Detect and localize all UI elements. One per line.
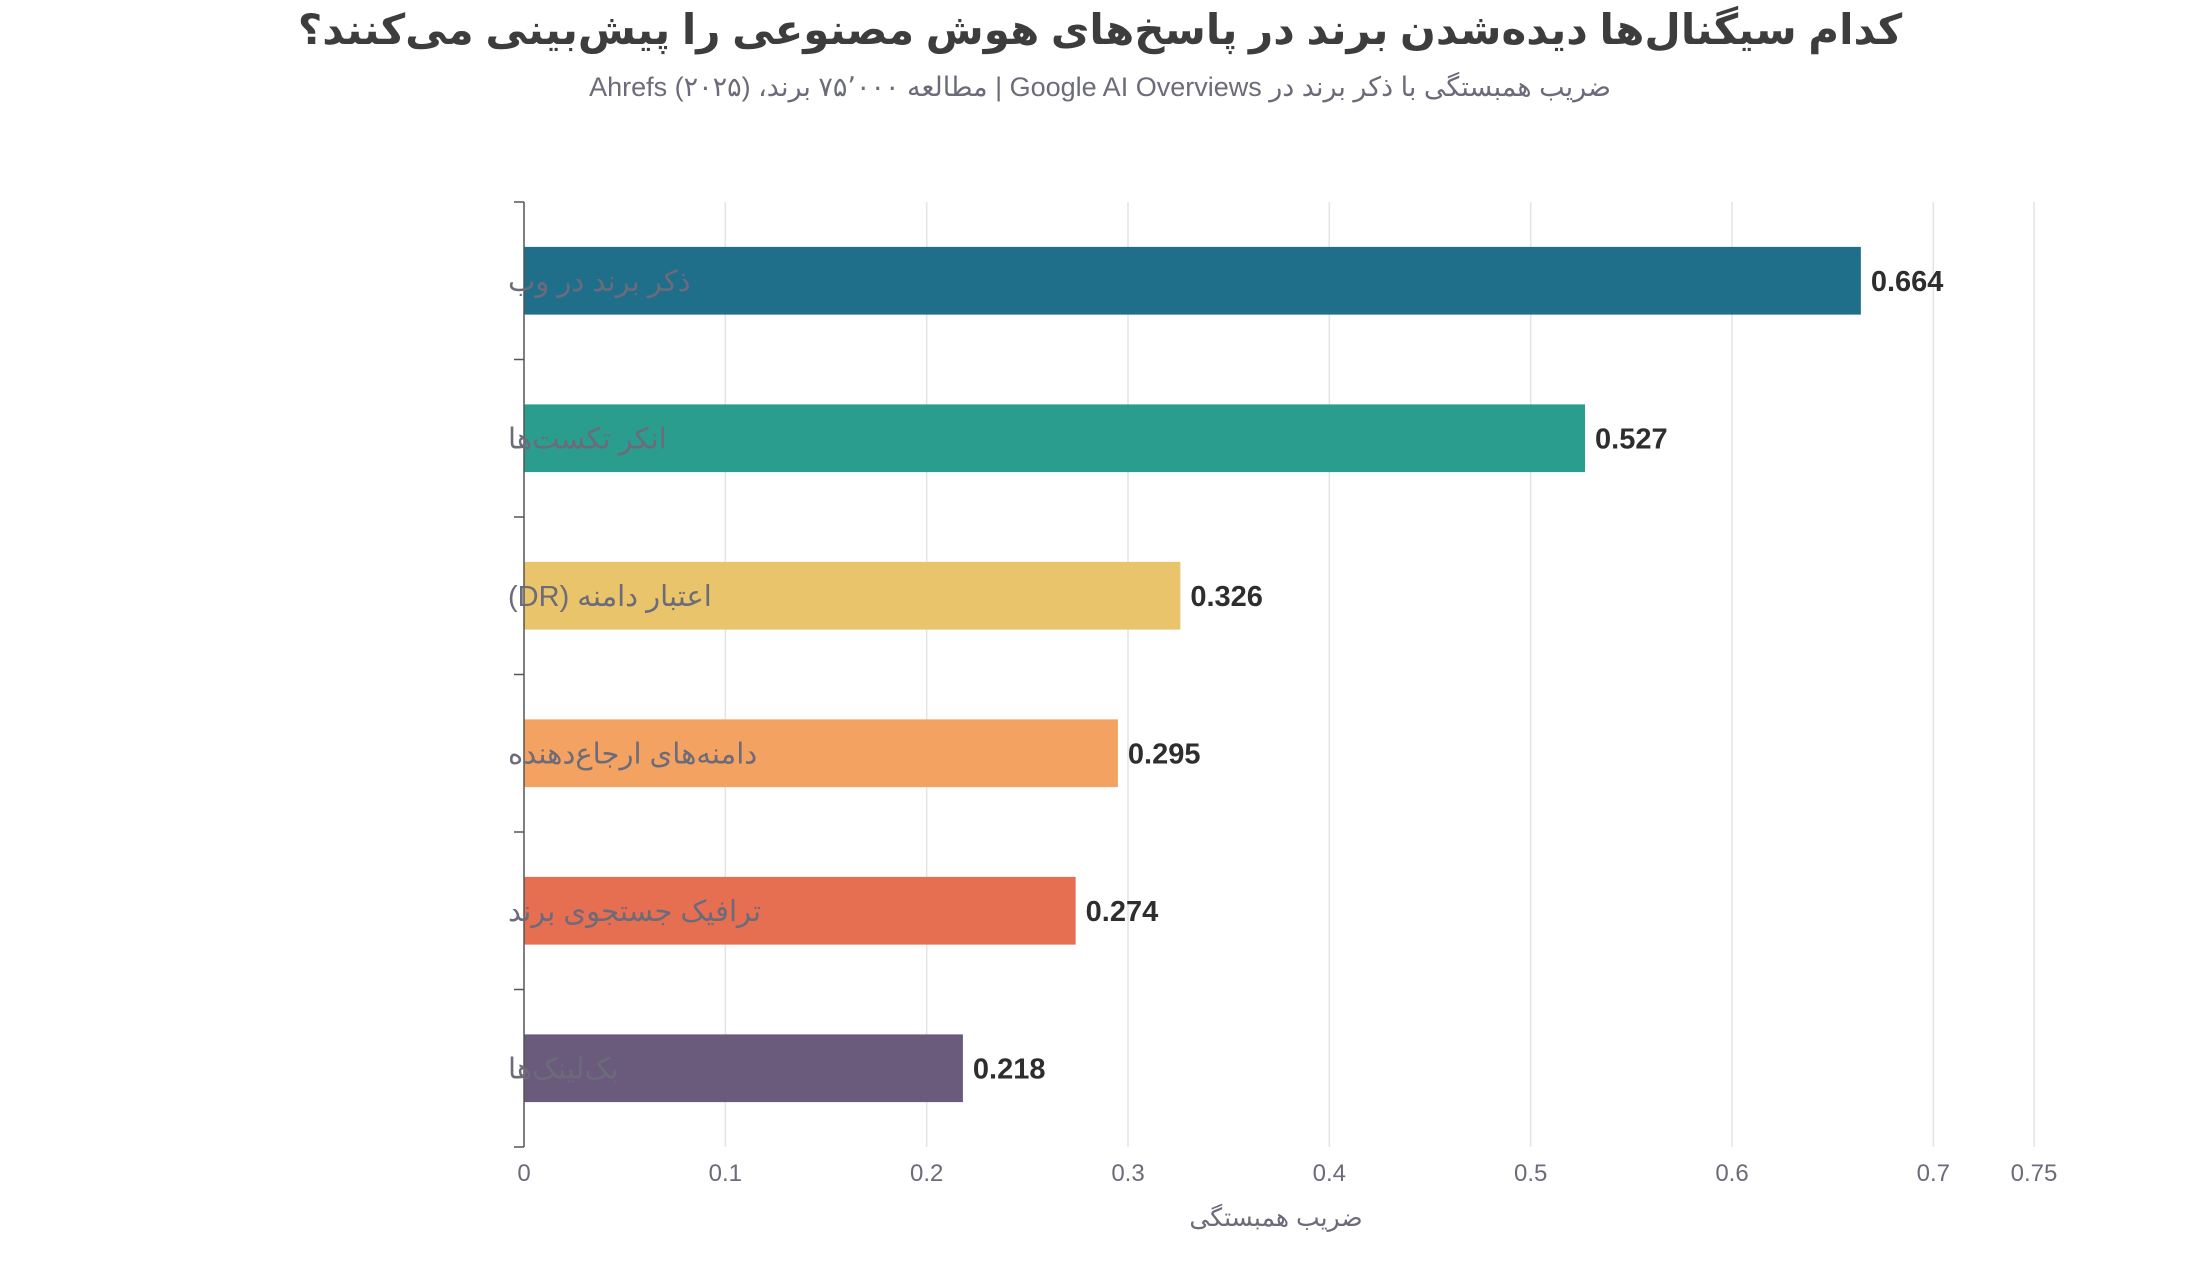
chart-subtitle: ضریب همبستگی با ذکر برند در Google AI Ov…: [589, 71, 1611, 103]
x-tick-label: 0: [517, 1160, 530, 1187]
bar: [524, 246, 1861, 315]
x-axis-title: ضریب همبستگی: [1189, 1203, 1362, 1232]
x-tick-label: 0.3: [1111, 1160, 1144, 1187]
gridlines: [724, 202, 2035, 1147]
bar: [524, 404, 1586, 473]
category-label: بک‌لینک‌ها: [508, 1053, 618, 1085]
x-tick-label: 0.7: [1917, 1160, 1950, 1187]
category-label: انکر تکست‌ها: [508, 423, 667, 455]
bar: [524, 561, 1181, 630]
value-label: 0.527: [1595, 423, 1668, 455]
bars: 0.664 0.527 0.326 0.295 0.274 0.218: [524, 246, 1944, 1103]
category-label: اعتبار دامنه (DR): [508, 581, 712, 613]
bar: [524, 1034, 963, 1103]
value-label: 0.664: [1871, 266, 1944, 298]
x-tick-label: 0.6: [1715, 1160, 1748, 1187]
x-tick-label: 0.1: [709, 1160, 742, 1187]
category-label: ترافیک جستجوی برند: [508, 896, 761, 928]
value-label: 0.295: [1128, 738, 1201, 770]
category-label: دامنه‌های ارجاع‌دهنده: [508, 738, 757, 770]
category-label: ذکر برند در وب: [508, 266, 690, 298]
chart-title: کدام سیگنال‌ها دیده‌شدن برند در پاسخ‌های…: [298, 5, 1903, 55]
value-label: 0.218: [973, 1053, 1046, 1085]
bar: [524, 876, 1076, 945]
x-tick-label: 0.4: [1313, 1160, 1346, 1187]
x-tick-label: 0.75: [2011, 1160, 2058, 1187]
value-label: 0.326: [1190, 581, 1263, 613]
axes: 0 0.1 0.2 0.3 0.4 0.5 0.6 0.7 0.75 ذکر برند در وب…: [508, 201, 2058, 1187]
x-tick-label: 0.2: [910, 1160, 943, 1187]
x-tick-label: 0.5: [1514, 1160, 1547, 1187]
bar: [524, 719, 1118, 788]
value-label: 0.274: [1086, 896, 1159, 928]
